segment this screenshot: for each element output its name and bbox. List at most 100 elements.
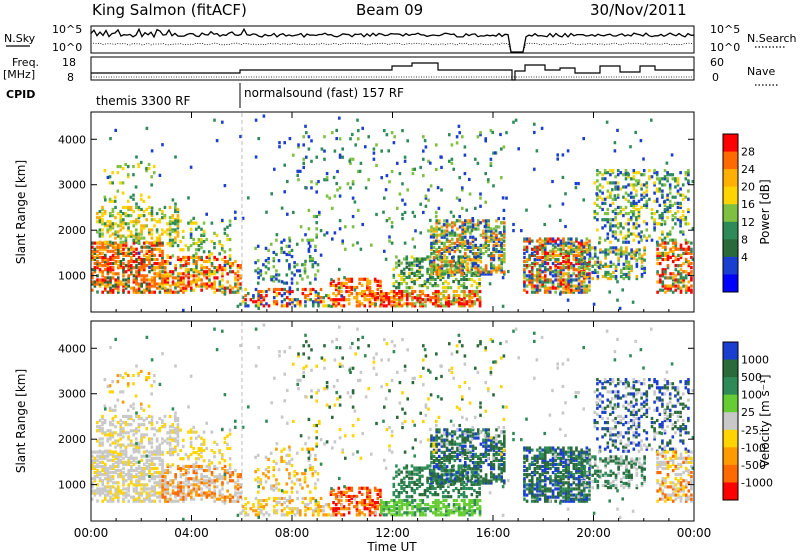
velocity-cell bbox=[187, 464, 190, 469]
power-cell bbox=[421, 273, 424, 277]
power-cell bbox=[609, 274, 613, 279]
power-cell bbox=[635, 193, 638, 197]
velocity-cell bbox=[169, 464, 172, 469]
power-cell bbox=[561, 175, 565, 180]
power-cell bbox=[368, 298, 372, 302]
power-cell bbox=[492, 151, 495, 155]
power-cell bbox=[405, 257, 409, 261]
power-cell bbox=[468, 300, 471, 304]
power-cell bbox=[182, 308, 185, 312]
velocity-cell bbox=[119, 445, 123, 449]
power-cell bbox=[402, 257, 406, 261]
velocity-cell bbox=[213, 493, 216, 497]
power-cell bbox=[345, 298, 348, 302]
power-cell bbox=[337, 291, 341, 296]
power-cell bbox=[627, 175, 630, 179]
power-cell bbox=[622, 173, 625, 177]
power-cell bbox=[405, 298, 409, 302]
velocity-cell bbox=[231, 499, 235, 503]
power-cell bbox=[637, 211, 641, 216]
power-cell bbox=[577, 259, 581, 264]
velocity-cell bbox=[132, 456, 136, 460]
velocity-cell bbox=[223, 436, 227, 440]
velocity-cell bbox=[223, 475, 227, 479]
velocity-cell bbox=[101, 481, 104, 485]
power-cell bbox=[478, 289, 482, 294]
power-cell bbox=[93, 282, 97, 286]
power-cell bbox=[679, 193, 682, 197]
power-cell bbox=[530, 276, 534, 280]
power-cell bbox=[679, 288, 683, 292]
power-cell bbox=[150, 209, 154, 214]
power-cell bbox=[470, 304, 474, 308]
power-cell bbox=[221, 268, 224, 272]
power-cell bbox=[580, 266, 583, 270]
power-cell bbox=[543, 274, 547, 278]
power-cell bbox=[502, 208, 506, 212]
power-cell bbox=[551, 280, 555, 284]
velocity-cell bbox=[308, 465, 312, 470]
velocity-cell bbox=[226, 468, 229, 473]
velocity-cell bbox=[182, 499, 185, 503]
power-cell bbox=[640, 197, 643, 201]
power-cell bbox=[161, 278, 164, 282]
power-cell bbox=[221, 286, 224, 290]
power-cell bbox=[635, 203, 638, 207]
power-cell bbox=[461, 241, 464, 245]
velocity-cell bbox=[158, 429, 162, 433]
power-cell bbox=[622, 266, 626, 270]
power-cell bbox=[405, 291, 409, 296]
power-cell bbox=[114, 284, 117, 288]
power-cell bbox=[656, 247, 659, 251]
power-cell bbox=[484, 268, 488, 272]
velocity-cell bbox=[182, 481, 185, 485]
velocity-cell bbox=[150, 384, 153, 388]
power-cell bbox=[143, 245, 146, 249]
power-cell bbox=[463, 254, 467, 258]
power-cell bbox=[679, 274, 683, 278]
velocity-cell bbox=[327, 513, 331, 517]
velocity-cell bbox=[168, 437, 172, 441]
power-cell bbox=[130, 255, 133, 260]
velocity-cell bbox=[101, 468, 104, 473]
power-cell bbox=[572, 253, 576, 257]
velocity-cell bbox=[317, 511, 320, 515]
velocity-cell bbox=[135, 489, 138, 493]
power-cell bbox=[494, 151, 497, 155]
power-cell bbox=[127, 251, 130, 255]
power-cell bbox=[428, 275, 432, 280]
power-cell bbox=[96, 266, 99, 270]
power-cell bbox=[567, 272, 570, 276]
power-cell bbox=[637, 216, 641, 220]
power-cell bbox=[309, 291, 312, 296]
velocity-cell bbox=[182, 487, 185, 491]
power-cell bbox=[580, 246, 584, 250]
velocity-cell bbox=[327, 505, 331, 509]
power-cell bbox=[109, 280, 112, 284]
power-cell bbox=[456, 243, 459, 247]
velocity-cell bbox=[116, 420, 120, 425]
power-cell bbox=[448, 239, 451, 243]
power-cell bbox=[147, 195, 151, 199]
power-cell bbox=[588, 276, 591, 280]
power-cell bbox=[314, 248, 317, 252]
power-cell bbox=[145, 257, 149, 262]
power-cell bbox=[482, 243, 485, 247]
power-cell bbox=[687, 286, 691, 290]
velocity-cell bbox=[137, 449, 141, 453]
power-cell bbox=[497, 256, 501, 260]
power-cell bbox=[674, 278, 678, 282]
power-cell bbox=[554, 264, 557, 268]
power-cell bbox=[117, 266, 120, 270]
power-cell bbox=[132, 220, 136, 224]
velocity-cell bbox=[283, 496, 286, 501]
velocity-cell bbox=[119, 429, 123, 433]
power-cell bbox=[679, 205, 682, 210]
velocity-cell bbox=[161, 464, 164, 469]
power-cell bbox=[687, 288, 691, 292]
power-cell bbox=[559, 290, 563, 294]
power-cell bbox=[423, 281, 427, 286]
power-cell bbox=[577, 286, 580, 290]
power-cell bbox=[132, 224, 136, 228]
power-cell bbox=[213, 257, 216, 262]
